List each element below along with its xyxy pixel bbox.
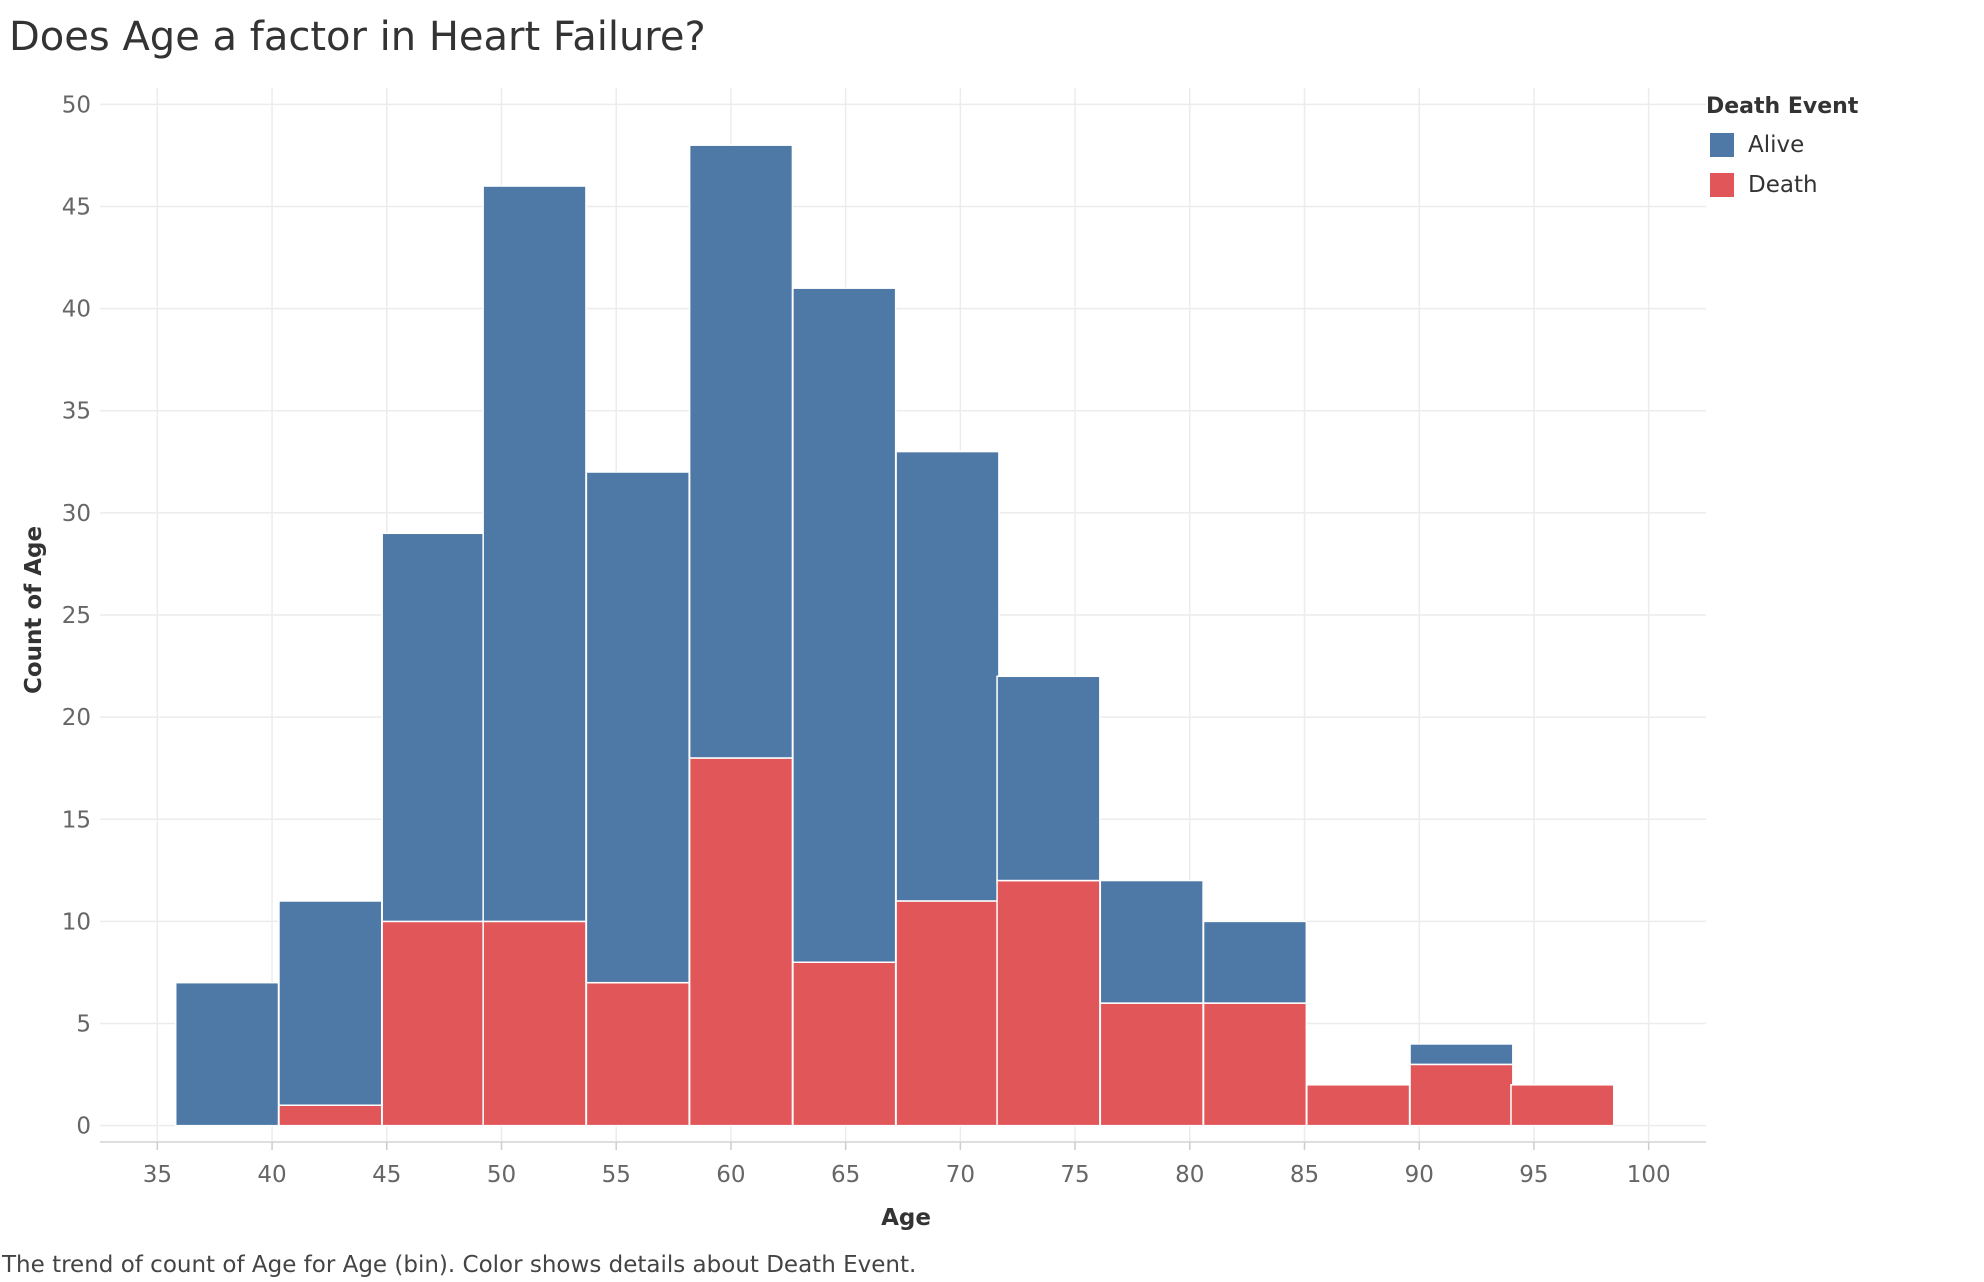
bar-alive bbox=[482, 185, 587, 923]
x-tick-label: 55 bbox=[602, 1162, 631, 1188]
y-tick-label: 25 bbox=[62, 603, 91, 629]
bar-alive bbox=[174, 981, 280, 1127]
y-tick-label: 45 bbox=[62, 194, 91, 220]
bar-death bbox=[278, 1104, 383, 1127]
legend-item-death[interactable]: Death bbox=[1706, 165, 1858, 205]
legend-label-alive: Alive bbox=[1748, 132, 1805, 158]
bar-alive bbox=[1202, 920, 1308, 1004]
bar-alive bbox=[585, 471, 690, 984]
bar-death bbox=[482, 920, 587, 1127]
x-tick-label: 35 bbox=[143, 1162, 172, 1188]
y-tick-label: 35 bbox=[62, 399, 91, 425]
x-axis-label: Age bbox=[881, 1205, 931, 1231]
x-tick-label: 80 bbox=[1175, 1162, 1204, 1188]
bar-alive bbox=[1409, 1043, 1514, 1066]
bar-death bbox=[1202, 1002, 1308, 1127]
y-axis-label: Count of Age bbox=[21, 526, 47, 694]
x-tick-label: 65 bbox=[831, 1162, 860, 1188]
y-tick-label: 30 bbox=[62, 501, 91, 527]
legend[interactable]: Death Event Alive Death bbox=[1706, 94, 1858, 205]
x-tick-label: 75 bbox=[1060, 1162, 1089, 1188]
legend-swatch-death bbox=[1710, 173, 1734, 197]
bar-death bbox=[1306, 1084, 1411, 1127]
bars bbox=[174, 144, 1615, 1127]
bar-death bbox=[895, 900, 1000, 1127]
legend-title: Death Event bbox=[1706, 94, 1859, 119]
bar-alive bbox=[1099, 879, 1204, 1004]
bar-death bbox=[585, 981, 690, 1127]
bar-alive bbox=[895, 450, 1000, 902]
bar-alive bbox=[996, 675, 1101, 882]
x-tick-label: 40 bbox=[257, 1162, 286, 1188]
x-tick-label: 90 bbox=[1405, 1162, 1434, 1188]
x-tick-label: 70 bbox=[946, 1162, 975, 1188]
y-tick-label: 10 bbox=[62, 909, 91, 935]
bar-alive bbox=[381, 532, 486, 923]
x-tick-labels: 35 40 45 50 55 60 65 70 75 80 85 90 95 100 bbox=[143, 1162, 1671, 1188]
bar-death bbox=[1510, 1084, 1615, 1127]
legend-swatch-alive bbox=[1710, 133, 1734, 157]
bar-death bbox=[792, 961, 897, 1127]
x-tick-label: 95 bbox=[1519, 1162, 1548, 1188]
bar-alive bbox=[278, 900, 383, 1106]
x-tick-label: 60 bbox=[716, 1162, 745, 1188]
y-tick-label: 0 bbox=[76, 1114, 91, 1140]
y-tick-label: 20 bbox=[62, 705, 91, 731]
y-tick-label: 50 bbox=[62, 92, 91, 118]
y-tick-label: 15 bbox=[62, 807, 91, 833]
x-tick-label: 50 bbox=[487, 1162, 516, 1188]
bar-death bbox=[996, 879, 1101, 1127]
bar-alive bbox=[792, 287, 897, 963]
bar-death bbox=[1099, 1002, 1204, 1127]
x-tick-label: 100 bbox=[1627, 1162, 1671, 1188]
bar-death bbox=[1409, 1063, 1514, 1127]
legend-label-death: Death bbox=[1748, 172, 1818, 198]
bar-death bbox=[688, 757, 794, 1127]
bar-alive bbox=[688, 144, 794, 759]
legend-item-alive[interactable]: Alive bbox=[1706, 125, 1858, 165]
bar-death bbox=[381, 920, 486, 1127]
chart-caption: The trend of count of Age for Age (bin).… bbox=[2, 1252, 917, 1278]
chart-title: Does Age a factor in Heart Failure? bbox=[9, 14, 706, 60]
y-tick-label: 5 bbox=[76, 1012, 91, 1038]
y-tick-label: 40 bbox=[62, 297, 91, 323]
axes bbox=[100, 1141, 1706, 1150]
x-tick-label: 45 bbox=[372, 1162, 401, 1188]
y-tick-labels: 0 5 10 15 20 25 30 35 40 45 50 bbox=[62, 92, 91, 1139]
x-tick-label: 85 bbox=[1290, 1162, 1319, 1188]
